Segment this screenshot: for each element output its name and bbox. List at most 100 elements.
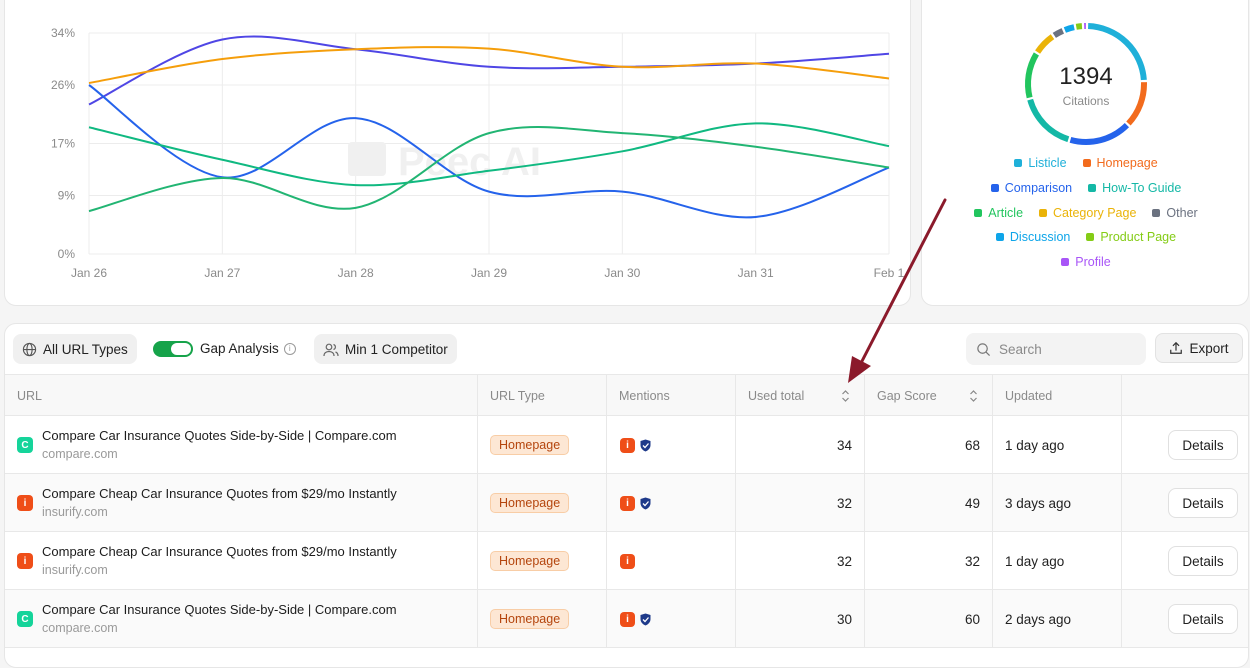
details-button[interactable]: Details: [1168, 430, 1238, 460]
info-icon[interactable]: i: [284, 343, 296, 355]
donut-slice-discussion[interactable]: [1065, 27, 1074, 30]
col-url-type[interactable]: URL Type: [478, 375, 607, 417]
url-domain: compare.com: [42, 621, 118, 635]
gap-score-cell: 60: [865, 590, 993, 648]
legend-swatch: [1061, 258, 1069, 266]
legend-item-homepage[interactable]: Homepage: [1083, 156, 1158, 170]
col-gap-score[interactable]: Gap Score: [865, 375, 993, 417]
url-domain: insurify.com: [42, 563, 108, 577]
legend-label: Article: [988, 206, 1023, 220]
legend-swatch: [974, 209, 982, 217]
legend-item-category-page[interactable]: Category Page: [1039, 206, 1136, 220]
y-axis-ticks: 0%9%17%26%34%: [51, 26, 75, 261]
table-row[interactable]: C Compare Car Insurance Quotes Side-by-S…: [5, 590, 1248, 648]
legend-item-discussion[interactable]: Discussion: [996, 230, 1070, 244]
legend-item-other[interactable]: Other: [1152, 206, 1197, 220]
urls-table-card: All URL Types Gap Analysis i Min 1 Compe…: [4, 323, 1249, 668]
search-box[interactable]: [966, 333, 1146, 365]
url-cell[interactable]: i Compare Cheap Car Insurance Quotes fro…: [5, 532, 478, 590]
export-button[interactable]: Export: [1155, 333, 1243, 363]
col-mentions[interactable]: Mentions: [607, 375, 736, 417]
url-type-badge: Homepage: [490, 551, 569, 571]
table-toolbar: All URL Types Gap Analysis i Min 1 Compe…: [5, 324, 1248, 374]
updated-cell: 1 day ago: [993, 532, 1122, 590]
watermark-text: Peec AI: [398, 140, 541, 184]
url-title[interactable]: Compare Cheap Car Insurance Quotes from …: [42, 486, 397, 501]
donut-slice-other[interactable]: [1054, 31, 1062, 36]
x-tick-label: Jan 28: [338, 266, 374, 280]
sort-icon[interactable]: [841, 389, 850, 403]
legend-row: Listicle Homepage: [922, 156, 1250, 170]
sort-icon[interactable]: [969, 389, 978, 403]
url-cell[interactable]: C Compare Car Insurance Quotes Side-by-S…: [5, 416, 478, 474]
donut-slice-homepage[interactable]: [1128, 82, 1144, 123]
url-types-label: All URL Types: [43, 342, 128, 357]
url-type-cell: Homepage: [478, 474, 607, 532]
legend-label: Discussion: [1010, 230, 1070, 244]
url-title[interactable]: Compare Cheap Car Insurance Quotes from …: [42, 544, 397, 559]
used-total-cell: 34: [736, 416, 865, 474]
legend-label: Listicle: [1028, 156, 1066, 170]
url-cell[interactable]: C Compare Car Insurance Quotes Side-by-S…: [5, 590, 478, 648]
details-button[interactable]: Details: [1168, 546, 1238, 576]
donut-slice-article[interactable]: [1028, 54, 1036, 98]
donut-slice-product-page[interactable]: [1076, 26, 1082, 27]
brand-icon: i: [620, 554, 635, 569]
table-row[interactable]: i Compare Cheap Car Insurance Quotes fro…: [5, 474, 1248, 532]
used-total-cell: 32: [736, 474, 865, 532]
used-total-cell: 32: [736, 532, 865, 590]
shield-icon: [640, 497, 651, 510]
gap-score-cell: 49: [865, 474, 993, 532]
table-row[interactable]: i Compare Cheap Car Insurance Quotes fro…: [5, 532, 1248, 590]
globe-icon: [22, 342, 37, 357]
min-competitor-filter[interactable]: Min 1 Competitor: [314, 334, 457, 364]
col-used-total[interactable]: Used total: [736, 375, 865, 417]
shield-icon: [640, 613, 651, 626]
legend-item-comparison[interactable]: Comparison: [991, 181, 1072, 195]
donut-slice-comparison[interactable]: [1070, 125, 1126, 142]
url-title[interactable]: Compare Car Insurance Quotes Side-by-Sid…: [42, 602, 397, 617]
search-input[interactable]: [999, 342, 1129, 357]
donut-slice-category-page[interactable]: [1038, 37, 1053, 52]
legend-item-profile[interactable]: Profile: [1061, 255, 1110, 269]
mentions-cell: i: [607, 416, 736, 474]
legend-item-article[interactable]: Article: [974, 206, 1023, 220]
mentions-cell: i: [607, 532, 736, 590]
legend-swatch: [991, 184, 999, 192]
shield-icon: [640, 439, 651, 452]
url-cell[interactable]: i Compare Cheap Car Insurance Quotes fro…: [5, 474, 478, 532]
col-url[interactable]: URL: [5, 375, 478, 417]
url-title[interactable]: Compare Car Insurance Quotes Side-by-Sid…: [42, 428, 397, 443]
site-favicon-icon: C: [17, 611, 33, 627]
col-updated[interactable]: Updated: [993, 375, 1122, 417]
legend-row: Comparison How-To Guide: [922, 181, 1250, 195]
legend-swatch: [1088, 184, 1096, 192]
updated-cell: 3 days ago: [993, 474, 1122, 532]
legend-row: Article Category Page Other: [922, 206, 1250, 220]
x-tick-label: Jan 27: [204, 266, 240, 280]
gap-score-cell: 68: [865, 416, 993, 474]
legend-item-product-page[interactable]: Product Page: [1086, 230, 1176, 244]
mentions-cell: i: [607, 590, 736, 648]
details-button[interactable]: Details: [1168, 604, 1238, 634]
search-icon: [976, 342, 991, 357]
legend-swatch: [1083, 159, 1091, 167]
legend-item-listicle[interactable]: Listicle: [1014, 156, 1066, 170]
url-domain: insurify.com: [42, 505, 108, 519]
legend-swatch: [1152, 209, 1160, 217]
url-types-filter[interactable]: All URL Types: [13, 334, 137, 364]
legend-label: Category Page: [1053, 206, 1136, 220]
legend-item-how-to-guide[interactable]: How-To Guide: [1088, 181, 1181, 195]
legend-label: How-To Guide: [1102, 181, 1181, 195]
table-row[interactable]: C Compare Car Insurance Quotes Side-by-S…: [5, 416, 1248, 474]
gap-analysis-toggle[interactable]: [153, 341, 193, 357]
legend-label: Comparison: [1005, 181, 1072, 195]
legend-swatch: [1039, 209, 1047, 217]
details-button[interactable]: Details: [1168, 488, 1238, 518]
legend-label: Product Page: [1100, 230, 1176, 244]
legend-row: Discussion Product Page: [922, 230, 1250, 244]
site-favicon-icon: i: [17, 553, 33, 569]
